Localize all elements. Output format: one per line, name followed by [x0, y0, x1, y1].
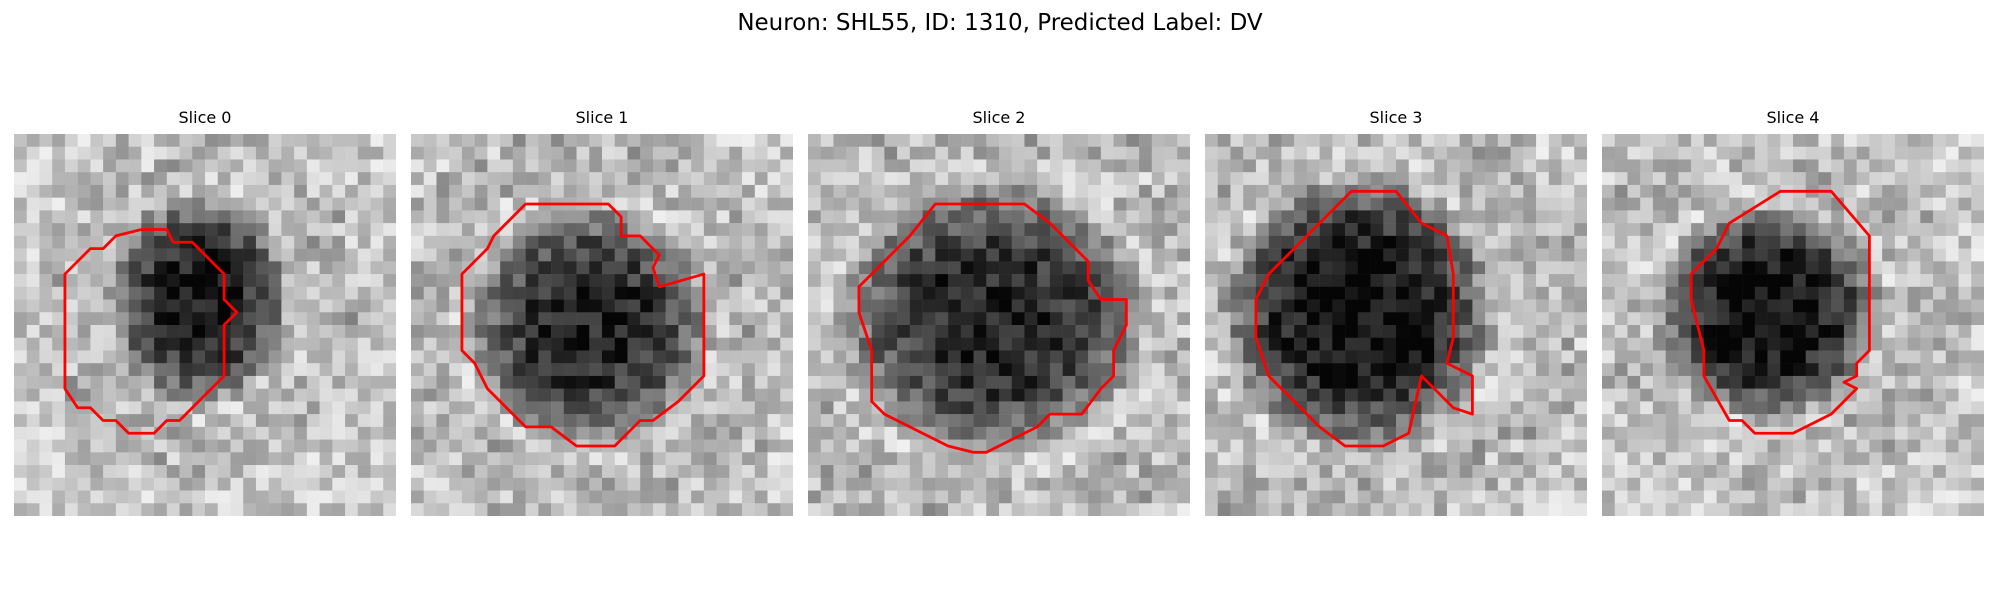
neuron-contour-2 [857, 202, 1128, 454]
slice-title-0: Slice 0 [178, 108, 232, 127]
slice-pixels-4 [1602, 134, 1984, 516]
slice-title-4: Slice 4 [1766, 108, 1820, 127]
slice-image-3 [1205, 134, 1587, 516]
figure-title: Neuron: SHL55, ID: 1310, Predicted Label… [737, 10, 1263, 36]
slice-pixels-2 [808, 134, 1190, 516]
slice-image-4 [1602, 134, 1984, 516]
slice-panel-3: Slice 3 [1205, 108, 1587, 516]
slice-panel-2: Slice 2 [808, 108, 1190, 516]
neuron-contour-4 [1689, 189, 1871, 435]
neuron-contour-0 [63, 228, 239, 435]
slice-title-2: Slice 2 [972, 108, 1026, 127]
neuron-contour-3 [1254, 189, 1474, 448]
slice-panel-1: Slice 1 [411, 108, 793, 516]
slice-image-2 [808, 134, 1190, 516]
slice-image-1 [411, 134, 793, 516]
neuron-contour-1 [460, 202, 706, 448]
slice-pixels-3 [1205, 134, 1587, 516]
slice-panel-4: Slice 4 [1602, 108, 1984, 516]
slice-panel-0: Slice 0 [14, 108, 396, 516]
slice-title-3: Slice 3 [1369, 108, 1423, 127]
slice-title-1: Slice 1 [575, 108, 629, 127]
slice-pixels-1 [411, 134, 793, 516]
slice-pixels-0 [14, 134, 396, 516]
slice-image-0 [14, 134, 396, 516]
